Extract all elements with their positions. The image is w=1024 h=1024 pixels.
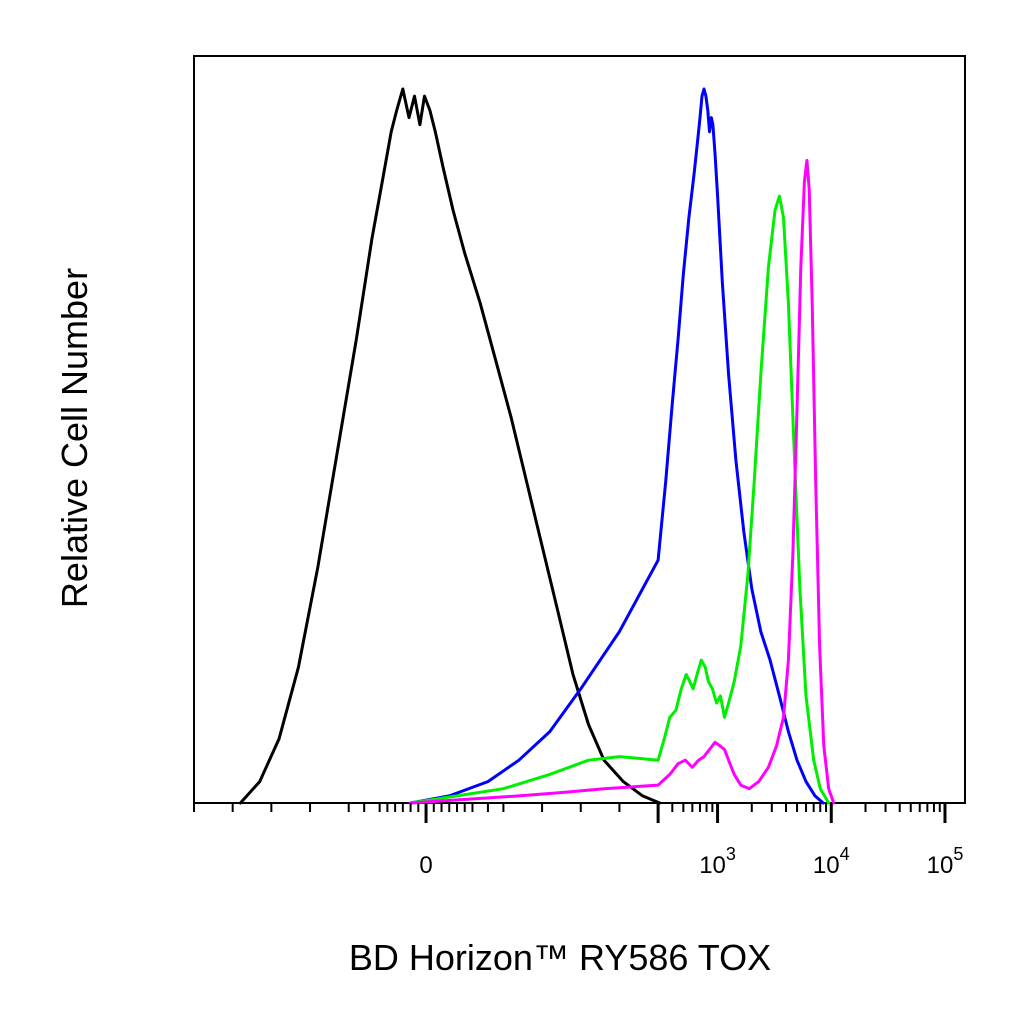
histogram-series-1 bbox=[238, 87, 662, 805]
x-axis-title: BD Horizon™ RY586 TOX bbox=[349, 937, 771, 978]
series-layer bbox=[238, 87, 836, 805]
histogram-series-4 bbox=[409, 158, 836, 805]
x-axis: 0 103 104 105 bbox=[193, 803, 964, 879]
plot-frame bbox=[193, 55, 966, 804]
histogram-series-2 bbox=[409, 87, 825, 805]
x-tick-label: 104 bbox=[813, 844, 850, 879]
y-axis-title: Relative Cell Number bbox=[54, 268, 95, 608]
x-tick-label: 105 bbox=[927, 844, 964, 879]
histogram-series-3 bbox=[409, 194, 831, 805]
x-tick-label: 103 bbox=[699, 844, 736, 879]
x-tick-label: 0 bbox=[419, 852, 432, 879]
